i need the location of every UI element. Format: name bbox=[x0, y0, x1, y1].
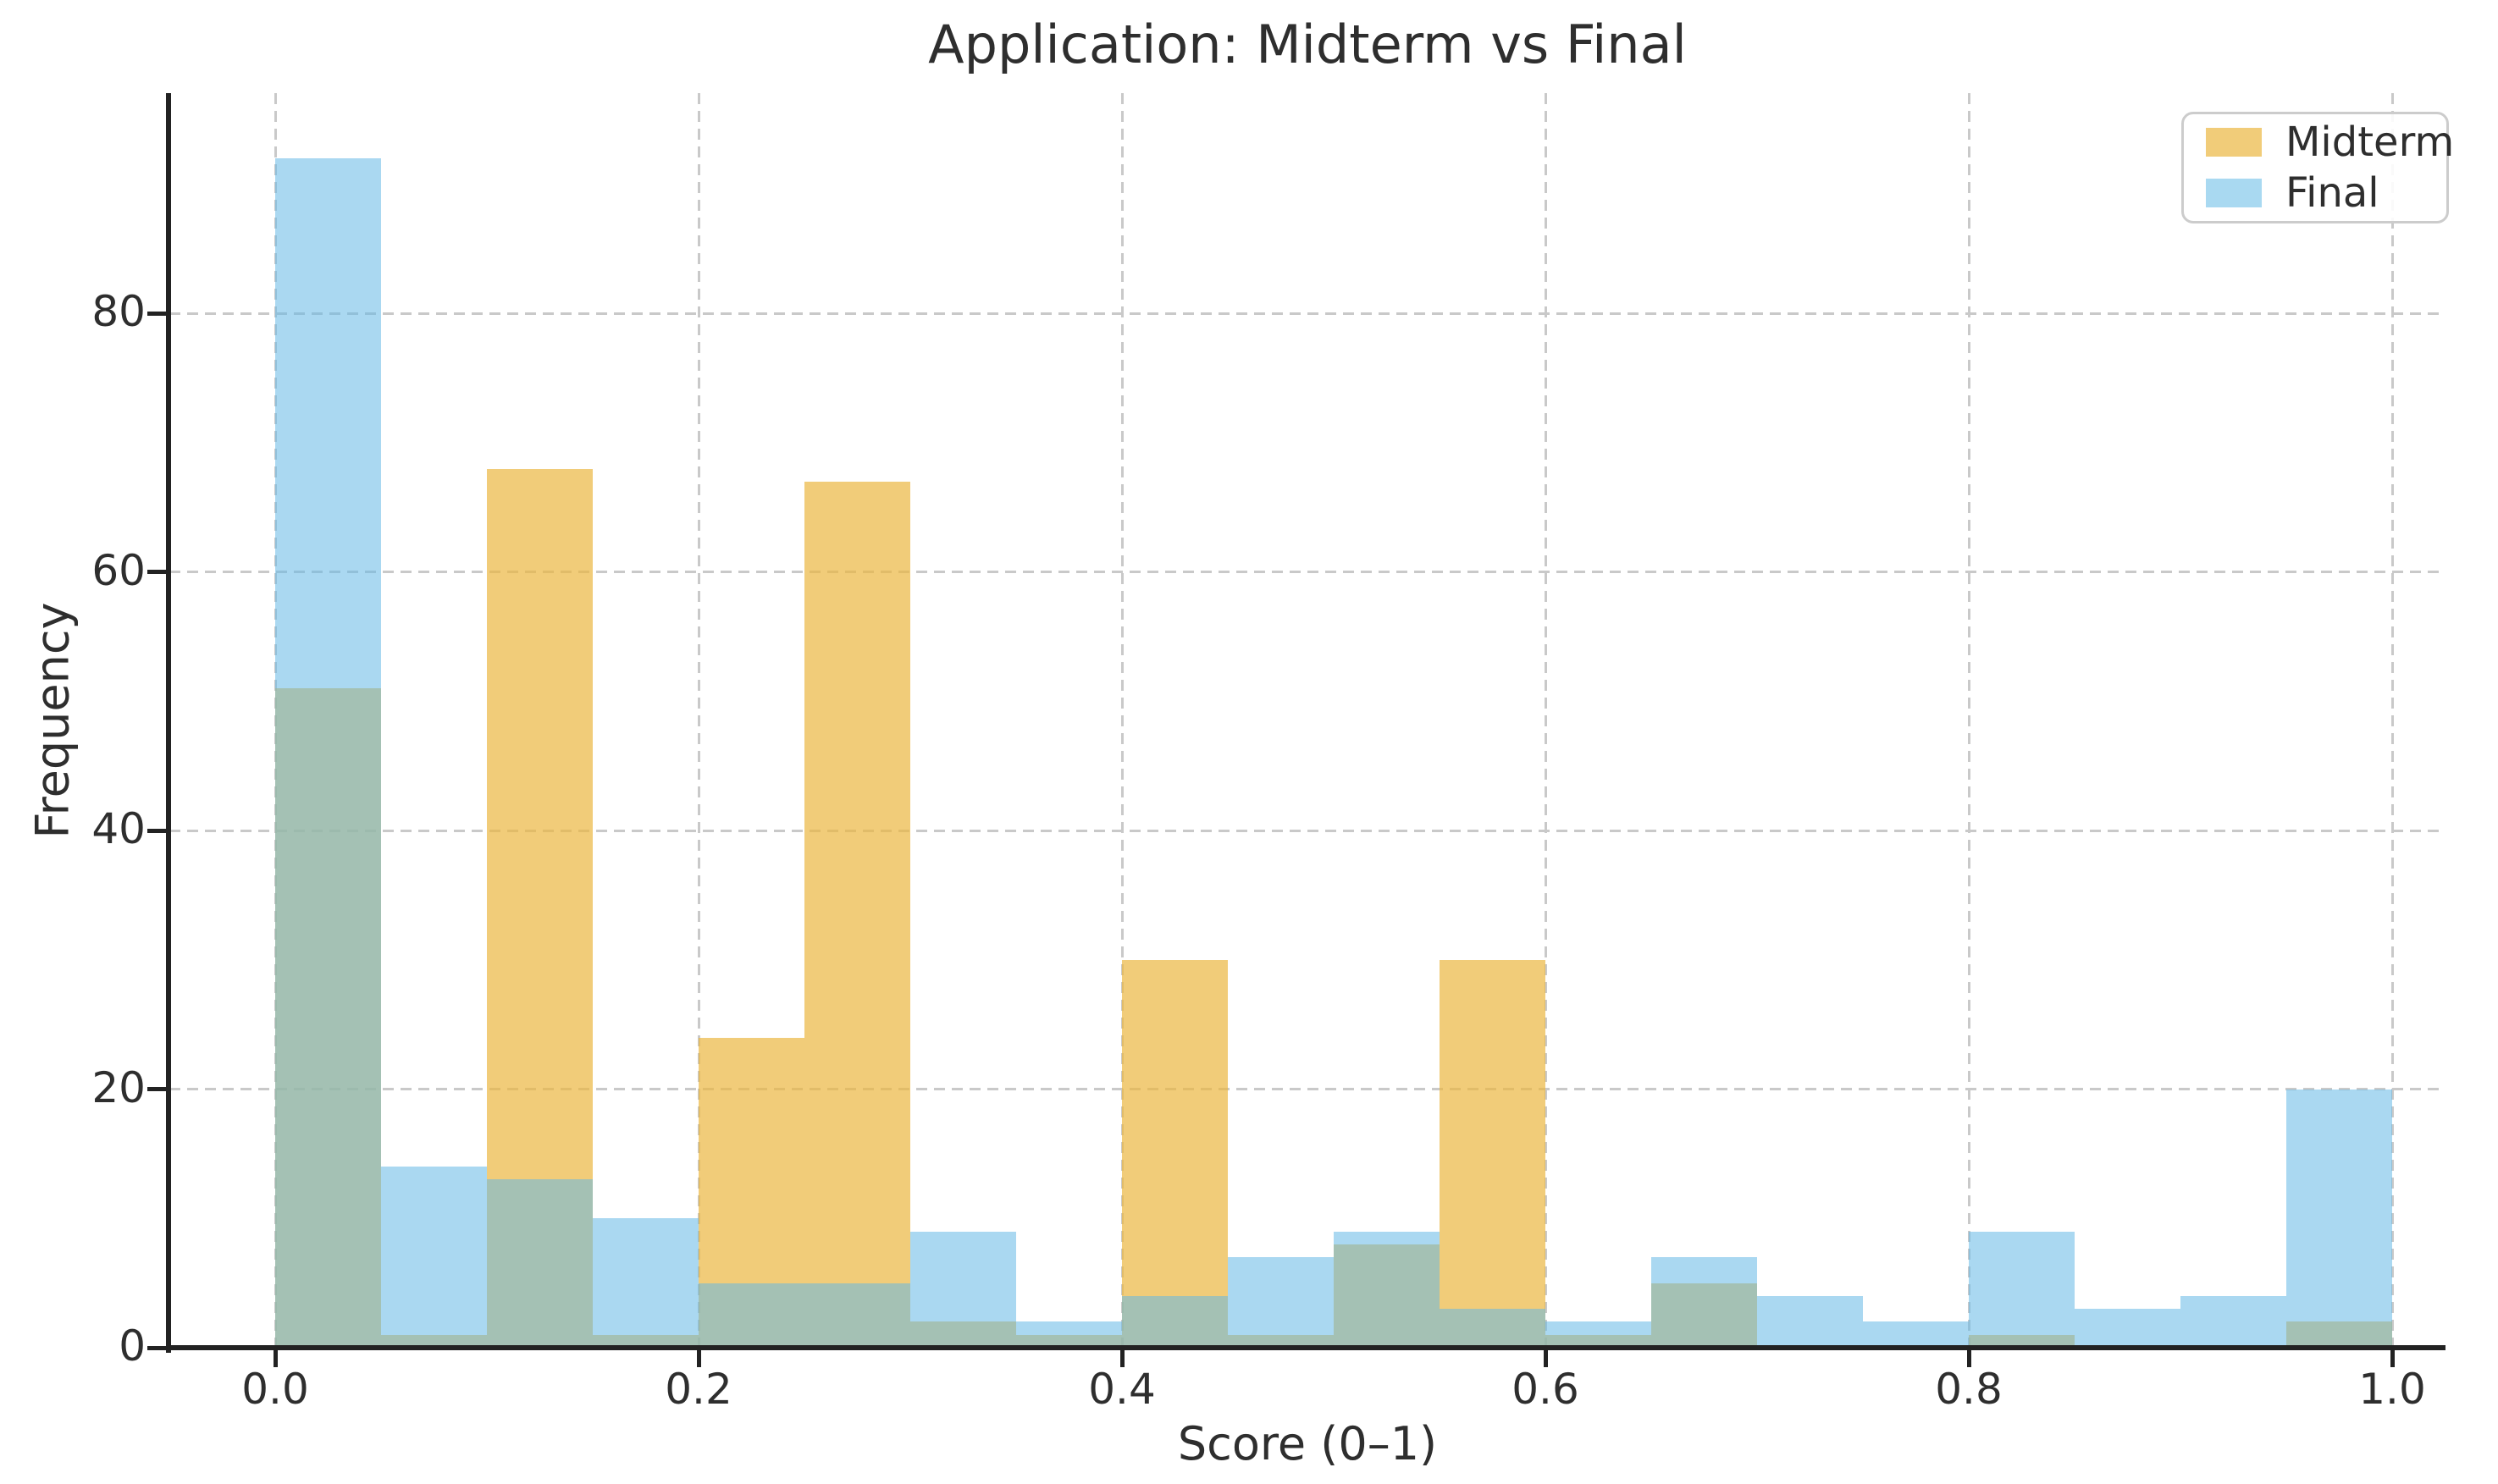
y-tick-mark bbox=[147, 570, 166, 575]
final-bar bbox=[1545, 1321, 1651, 1348]
final-bar bbox=[275, 158, 381, 1348]
x-tick-label: 0.4 bbox=[1088, 1365, 1156, 1414]
final-bar bbox=[910, 1231, 1016, 1348]
x-tick-mark bbox=[1543, 1350, 1548, 1367]
final-bar bbox=[1334, 1231, 1440, 1348]
y-gridline bbox=[169, 571, 2445, 574]
midterm-bar bbox=[1122, 959, 1228, 1348]
final-swatch-icon bbox=[2206, 178, 2262, 207]
final-bar bbox=[381, 1167, 487, 1348]
y-gridline bbox=[169, 312, 2445, 315]
x-tick-mark bbox=[273, 1350, 278, 1367]
x-tick-label: 0.2 bbox=[665, 1365, 732, 1414]
midterm-bar bbox=[804, 481, 910, 1348]
y-tick-mark bbox=[147, 828, 166, 833]
y-axis-label: Frequency bbox=[25, 602, 80, 839]
y-tick-label: 60 bbox=[91, 545, 146, 595]
final-bar bbox=[1969, 1231, 2075, 1348]
final-bar bbox=[2180, 1295, 2286, 1348]
midterm-bar bbox=[1440, 959, 1545, 1348]
chart-title: Application: Midterm vs Final bbox=[928, 14, 1687, 75]
x-axis-label: Score (0–1) bbox=[1177, 1417, 1438, 1470]
x-tick-mark bbox=[1966, 1350, 1971, 1367]
y-tick-label: 0 bbox=[119, 1321, 146, 1371]
midterm-swatch-icon bbox=[2206, 128, 2262, 157]
final-bar bbox=[2286, 1089, 2392, 1348]
x-gridline bbox=[2390, 93, 2394, 1345]
x-gridline bbox=[1967, 93, 1970, 1345]
final-bar bbox=[699, 1283, 804, 1348]
y-gridline bbox=[169, 1088, 2445, 1091]
y-tick-mark bbox=[147, 1087, 166, 1092]
y-tick-mark bbox=[147, 1345, 166, 1350]
x-gridline bbox=[697, 93, 700, 1345]
final-bar bbox=[2075, 1309, 2180, 1348]
legend-label-midterm: Midterm bbox=[2285, 119, 2455, 167]
y-gridline bbox=[169, 829, 2445, 832]
x-tick-mark bbox=[2390, 1350, 2395, 1367]
final-bar bbox=[1757, 1295, 1863, 1348]
final-bar bbox=[804, 1283, 910, 1348]
legend-label-final: Final bbox=[2285, 168, 2379, 217]
final-bar bbox=[1440, 1309, 1545, 1348]
legend-item-final: Final bbox=[2184, 169, 2446, 217]
final-bar bbox=[1122, 1295, 1228, 1348]
y-axis-spine bbox=[166, 93, 171, 1353]
y-tick-label: 20 bbox=[91, 1062, 146, 1112]
x-gridline bbox=[1544, 93, 1547, 1345]
final-bar bbox=[1651, 1257, 1757, 1348]
final-bar bbox=[487, 1179, 593, 1348]
final-bar bbox=[1863, 1321, 1969, 1348]
x-axis-spine bbox=[166, 1345, 2445, 1350]
x-tick-label: 1.0 bbox=[2358, 1365, 2426, 1414]
final-bar bbox=[1228, 1257, 1334, 1348]
y-tick-label: 80 bbox=[91, 287, 146, 337]
x-tick-mark bbox=[696, 1350, 701, 1367]
final-bar bbox=[593, 1218, 699, 1348]
final-bar bbox=[1016, 1321, 1122, 1348]
x-tick-label: 0.8 bbox=[1935, 1365, 2003, 1414]
y-tick-label: 40 bbox=[91, 804, 146, 854]
y-tick-mark bbox=[147, 311, 166, 316]
x-tick-label: 0.0 bbox=[241, 1365, 309, 1414]
x-gridline bbox=[1120, 93, 1124, 1345]
x-tick-label: 0.6 bbox=[1512, 1365, 1579, 1414]
legend: Midterm Final bbox=[2181, 112, 2454, 223]
legend-item-midterm: Midterm bbox=[2184, 119, 2454, 166]
x-tick-mark bbox=[1119, 1350, 1125, 1367]
